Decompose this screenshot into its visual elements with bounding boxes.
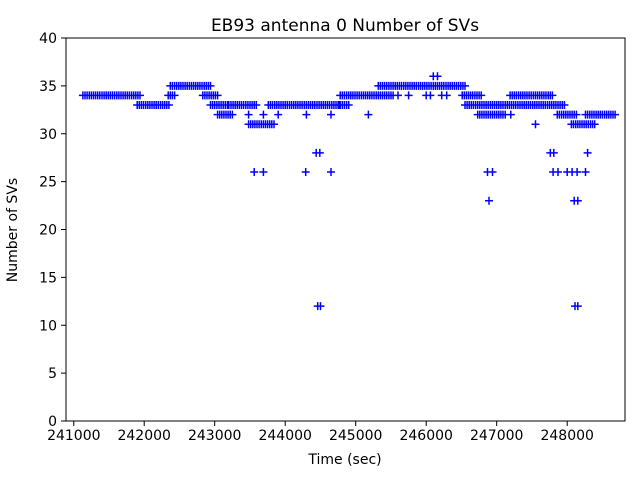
x-tick-label: 243000 bbox=[188, 428, 241, 444]
sv-data-markers bbox=[78, 72, 620, 311]
x-tick-label: 248000 bbox=[540, 428, 593, 444]
x-tick-label: 247000 bbox=[470, 428, 523, 444]
axis-ticks bbox=[61, 37, 568, 426]
y-tick-label: 40 bbox=[39, 31, 57, 47]
y-tick-label: 30 bbox=[39, 127, 57, 143]
y-tick-label: 5 bbox=[48, 366, 57, 382]
plot-area: 241000 242000 243000 244000 245000 246000 2470… bbox=[39, 31, 626, 444]
x-tick-label: 246000 bbox=[399, 428, 452, 444]
y-axis-label: Number of SVs bbox=[5, 178, 21, 282]
y-tick-label: 20 bbox=[39, 223, 57, 239]
y-tick-label: 35 bbox=[39, 79, 57, 95]
y-tick-label: 15 bbox=[39, 270, 57, 286]
y-tick-label: 25 bbox=[39, 175, 57, 191]
x-tick-label: 241000 bbox=[47, 428, 100, 444]
y-tick-label: 0 bbox=[48, 414, 57, 430]
x-tick-label: 242000 bbox=[117, 428, 170, 444]
x-tick-label: 244000 bbox=[258, 428, 311, 444]
x-tick-label: 245000 bbox=[329, 428, 382, 444]
y-tick-label: 10 bbox=[39, 318, 57, 334]
x-axis-label: Time (sec) bbox=[307, 452, 381, 468]
chart-title: EB93 antenna 0 Number of SVs bbox=[211, 16, 479, 36]
